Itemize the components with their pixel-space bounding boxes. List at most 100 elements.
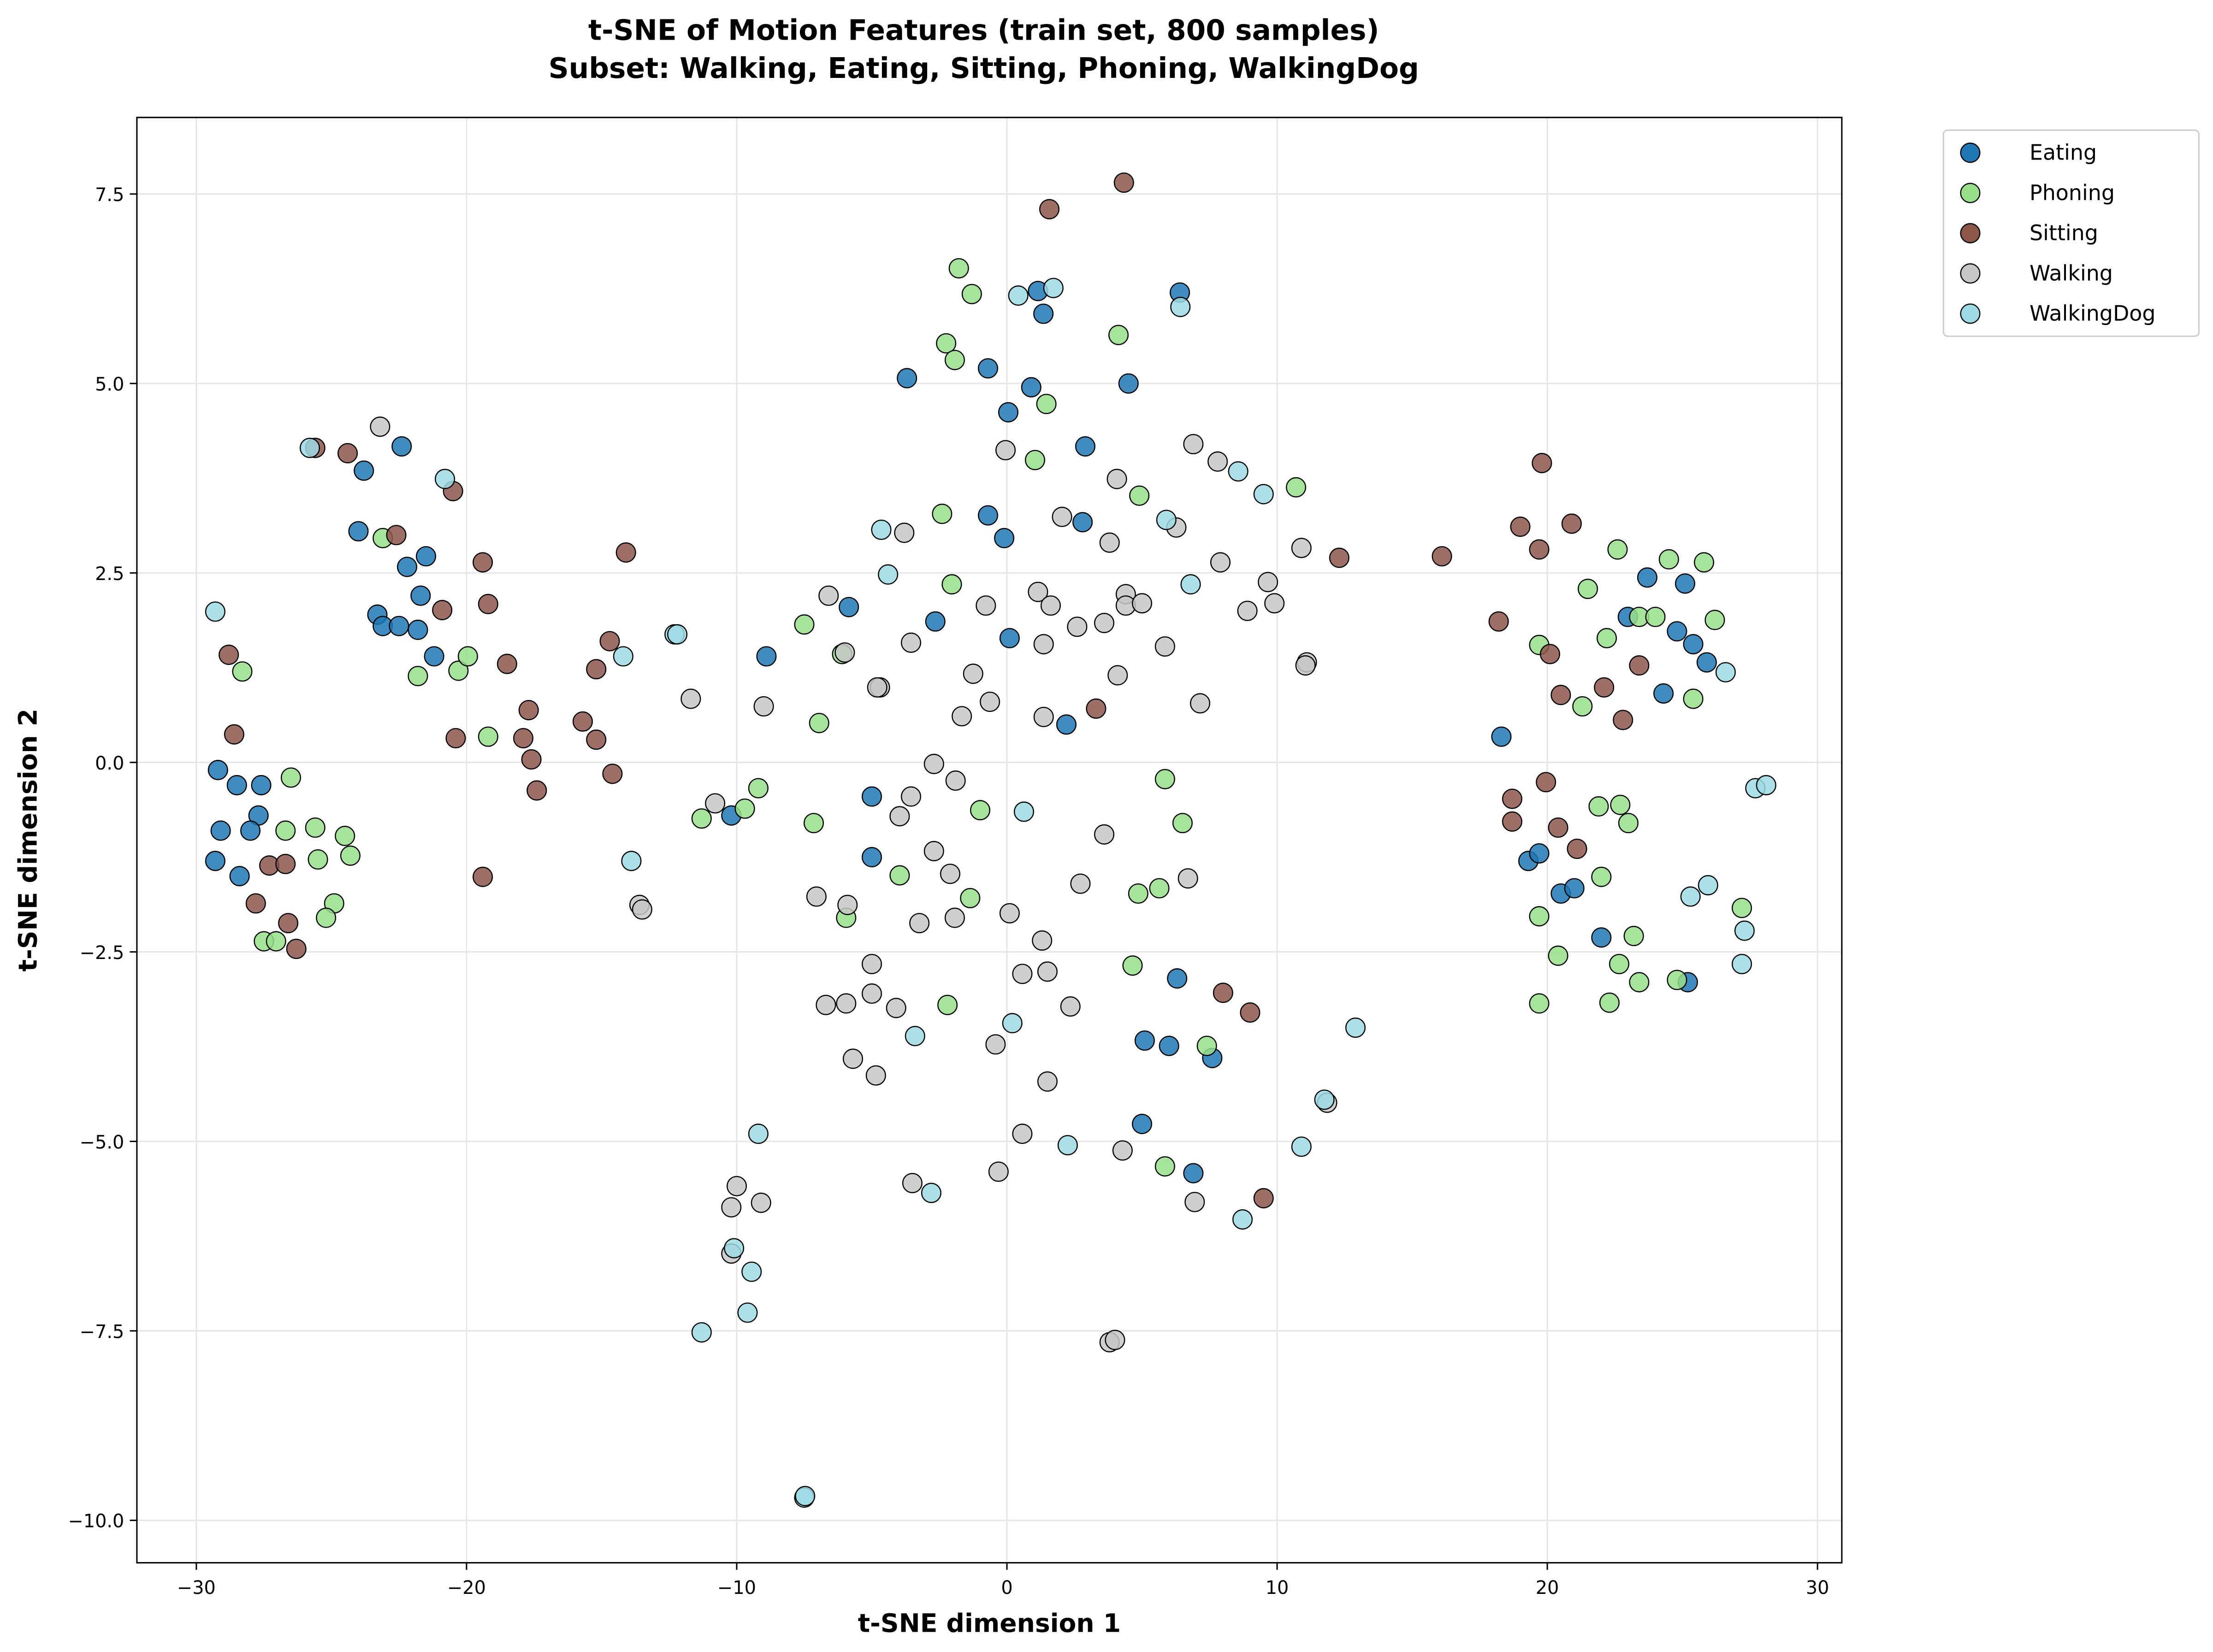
point-walking	[861, 983, 882, 1004]
point-walking	[867, 677, 888, 698]
legend-label-phoning: Phoning	[2030, 180, 2115, 205]
legend-marker-phoning	[1960, 183, 1981, 203]
point-sitting	[1613, 710, 1633, 730]
point-walking	[721, 1197, 742, 1218]
point-walkingdog	[1170, 296, 1191, 317]
point-eating	[1021, 377, 1041, 397]
point-eating	[210, 820, 231, 841]
legend-label-sitting: Sitting	[2030, 220, 2098, 245]
point-walkingdog	[1013, 801, 1034, 822]
point-walking	[1184, 1191, 1205, 1213]
point-walkingdog	[748, 1124, 769, 1144]
point-walking	[886, 998, 906, 1018]
point-walking	[842, 1048, 864, 1069]
point-sitting	[586, 659, 607, 680]
point-sitting	[1488, 611, 1509, 632]
series-phoning	[232, 258, 1752, 1177]
point-sitting	[1529, 539, 1550, 560]
point-walkingdog	[1345, 1017, 1366, 1038]
y-axis-label: t-SNE dimension 2	[13, 709, 43, 971]
point-walkingdog	[1715, 662, 1736, 683]
point-phoning	[1529, 906, 1550, 927]
x-tick-label: −10	[717, 1577, 756, 1599]
point-walkingdog	[1756, 775, 1776, 795]
point-phoning	[1693, 552, 1715, 573]
x-axis-label: t-SNE dimension 1	[858, 1608, 1121, 1638]
point-walking	[837, 894, 858, 915]
point-eating	[977, 505, 999, 526]
point-phoning	[1577, 579, 1598, 599]
point-walking	[995, 440, 1016, 461]
point-walking	[980, 692, 1000, 712]
point-sitting	[1432, 546, 1452, 567]
legend-box	[1942, 129, 2200, 337]
point-eating	[1183, 1163, 1204, 1184]
point-sitting	[286, 938, 307, 959]
point-eating	[861, 847, 882, 868]
point-sitting	[219, 645, 239, 665]
point-walking	[834, 642, 855, 663]
point-sitting	[1532, 453, 1552, 474]
point-phoning	[1588, 796, 1609, 817]
point-phoning	[794, 614, 815, 635]
point-walking	[818, 585, 839, 606]
point-walking	[1183, 434, 1204, 455]
point-walking	[1037, 961, 1058, 982]
point-phoning	[1683, 688, 1704, 709]
point-sitting	[1567, 838, 1587, 859]
point-walking	[900, 786, 922, 807]
point-walkingdog	[1732, 953, 1752, 974]
x-tick-label: 20	[1536, 1577, 1559, 1599]
point-phoning	[448, 660, 469, 681]
point-eating	[1683, 634, 1704, 655]
point-eating	[1564, 878, 1585, 899]
y-tick-label: −5.0	[80, 1132, 124, 1153]
series-eating	[205, 281, 1717, 1184]
point-phoning	[748, 778, 769, 799]
point-walkingdog	[737, 1302, 758, 1323]
point-walking	[1105, 1330, 1125, 1350]
point-eating	[389, 616, 409, 636]
point-walking	[963, 663, 983, 684]
point-walkingdog	[1043, 278, 1064, 298]
point-phoning	[948, 258, 969, 278]
point-phoning	[936, 333, 957, 354]
point-eating	[396, 557, 418, 577]
legend-marker-walkingdog	[1960, 303, 1981, 324]
x-tick-label: 30	[1806, 1577, 1829, 1599]
point-phoning	[1548, 945, 1568, 966]
point-walkingdog	[1291, 1136, 1312, 1157]
point-walkingdog	[691, 1322, 712, 1343]
point-eating	[240, 820, 261, 841]
point-walking	[1060, 996, 1081, 1017]
point-phoning	[1122, 955, 1143, 976]
point-eating	[354, 460, 374, 481]
point-walkingdog	[434, 468, 456, 489]
point-sitting	[275, 853, 296, 874]
point-walking	[1258, 572, 1278, 592]
point-walkingdog	[1734, 920, 1755, 941]
point-walkingdog	[1698, 875, 1718, 895]
point-phoning	[960, 888, 981, 908]
point-eating	[1491, 726, 1512, 747]
point-walking	[1070, 873, 1091, 894]
series-sitting	[219, 172, 1650, 1208]
point-phoning	[961, 284, 982, 304]
point-sitting	[599, 631, 620, 651]
point-walkingdog	[299, 438, 320, 458]
point-phoning	[1658, 549, 1679, 570]
legend: Eating Phoning Sitting Walking WalkingDog	[1942, 129, 2200, 337]
point-walking	[1040, 595, 1061, 616]
point-eating	[897, 368, 917, 389]
point-walking	[1291, 538, 1312, 558]
y-tick-label: 0.0	[95, 753, 124, 774]
point-walking	[976, 595, 996, 616]
point-phoning	[1732, 898, 1752, 918]
point-phoning	[1024, 450, 1046, 470]
point-phoning	[1599, 992, 1620, 1013]
point-eating	[415, 546, 437, 567]
x-tick-label: 0	[1001, 1577, 1012, 1599]
point-phoning	[1667, 970, 1687, 990]
point-sitting	[278, 913, 299, 934]
